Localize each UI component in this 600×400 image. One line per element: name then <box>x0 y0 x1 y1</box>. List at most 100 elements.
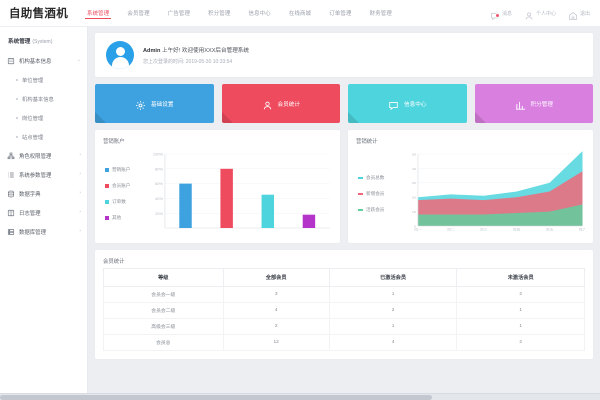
sidebar-subitem-0[interactable]: 单位管理 <box>0 70 87 89</box>
bar-ytick: 20% <box>155 212 164 216</box>
chevron-right-icon: › <box>79 209 81 215</box>
corner-decoration <box>221 112 233 123</box>
quick-tile-0[interactable]: 基础设置 <box>95 84 214 123</box>
legend-swatch <box>105 168 109 172</box>
welcome-card: Admin 上午好! 欢迎使用XXX后台管理系统 您上次登录的时间: 2019-… <box>95 33 593 77</box>
topnav-item-6[interactable]: 订单管理 <box>320 0 360 26</box>
sidebar-submenu: 单位管理 机构基本信息岗位管理站点管理 <box>0 70 87 146</box>
table-cell-0-0: 会员会一级 <box>103 286 224 303</box>
topnav-item-1[interactable]: 会员管理 <box>118 0 158 26</box>
topnav-item-label: 会员管理 <box>127 11 150 17</box>
legend-label: 会员账户 <box>112 183 131 188</box>
bullet-icon <box>16 97 18 100</box>
bar-chart-title: 营销账户 <box>103 139 125 145</box>
bar-ytick: 40% <box>155 197 164 201</box>
table-col-3: 未激活会员 <box>456 268 585 287</box>
topnav-item-label: 系统管理 <box>87 11 110 17</box>
bar-legend-item-1[interactable]: 会员账户 <box>105 183 145 189</box>
main-content: Admin 上午好! 欢迎使用XXX后台管理系统 您上次登录的时间: 2019-… <box>88 27 600 393</box>
topright-item-0[interactable]: 消息 <box>484 8 518 21</box>
topnav-item-0[interactable]: 系统管理 <box>78 0 118 26</box>
bar-legend-item-0[interactable]: 营销账户 <box>105 167 145 173</box>
legend-swatch <box>358 209 363 211</box>
topnav-item-label: 广告管理 <box>167 11 191 17</box>
quick-tiles: 基础设置 会员统计 信息中心 积分管理 <box>95 84 593 123</box>
bar-legend-item-2[interactable]: 订单数 <box>105 199 145 205</box>
sidebar-item-label: 日志管理 <box>19 210 41 217</box>
quick-tile-2[interactable]: 信息中心 <box>348 84 467 123</box>
bar-legend-item-3[interactable]: 其他 <box>105 215 145 221</box>
members-table-title: 会员统计 <box>103 259 125 265</box>
area-legend-item-0[interactable]: 会员总数 <box>358 175 398 181</box>
user-icon <box>262 98 273 110</box>
scrollbar-thumb[interactable] <box>0 395 432 400</box>
sidebar-subitem-label: 岗位管理 <box>22 115 44 122</box>
legend-swatch <box>105 200 109 204</box>
area-xtick: 周三 <box>480 227 488 231</box>
sidebar-subitem-2[interactable]: 岗位管理 <box>0 108 87 127</box>
bar-0 <box>179 183 192 228</box>
table-cell-2-1: 2 <box>222 318 330 335</box>
sidebar-item-1[interactable]: 系统参数管理 › <box>0 165 87 184</box>
topnav-item-label: 订单管理 <box>329 11 352 17</box>
area-xtick: 周五 <box>546 227 554 231</box>
topnav-item-3[interactable]: 积分管理 <box>199 0 239 26</box>
topnav-item-5[interactable]: 在线商城 <box>280 0 320 26</box>
sidebar-item-0[interactable]: 角色权限管理 › <box>0 146 87 165</box>
table-col-0: 等级 <box>103 268 224 287</box>
topright-item-2[interactable]: 退出 <box>562 8 596 20</box>
area-chart-title: 营销统计 <box>356 139 378 145</box>
sidebar-item-label: 角色权限管理 <box>19 153 52 160</box>
bar-ytick: 80% <box>155 168 164 172</box>
area-ytick: 30 <box>412 182 416 186</box>
sidebar-title: 系统管理 (System) <box>0 33 87 51</box>
table-cell-2-2: 1 <box>328 318 458 335</box>
building-icon <box>7 57 15 65</box>
table-row: 会员总 12 4 2 <box>103 334 585 351</box>
legend-label: 活跃会员 <box>366 207 385 212</box>
bar-chart-legend: 营销账户会员账户订单数其他 <box>103 148 145 240</box>
legend-swatch <box>105 216 109 220</box>
sidebar-item-3[interactable]: 日志管理 › <box>0 203 87 222</box>
charts-row: 营销账户 营销账户 会员账户 订单数 其他 100% 80% 60% 40% 20% 营销统计… <box>95 130 593 243</box>
gear-icon <box>135 98 146 110</box>
horizontal-scrollbar[interactable] <box>0 393 600 400</box>
area-ytick: 20 <box>412 196 416 200</box>
sidebar-group-org[interactable]: 机构基本信息 ⌄ <box>0 51 87 70</box>
quick-tile-label: 基础设置 <box>151 101 174 108</box>
logout-icon <box>568 8 578 20</box>
quick-tile-label: 积分管理 <box>530 101 553 108</box>
topnav-item-7[interactable]: 财务管理 <box>361 0 401 26</box>
quick-tile-label: 会员统计 <box>277 101 300 108</box>
members-table: 等级 全部会员 已激活会员 未激活会员 会员会一级 3 1 2 会员会二级 4 2 1 高级会三级 2 1… <box>103 268 585 351</box>
sidebar-subitem-3[interactable]: 站点管理 <box>0 127 87 146</box>
sidebar-subitem-1[interactable]: 机构基本信息 <box>0 89 87 108</box>
sidebar-item-2[interactable]: 数据字典 › <box>0 184 87 203</box>
table-col-1: 全部会员 <box>222 268 330 287</box>
table-cell-3-2: 4 <box>328 334 458 351</box>
topnav-item-label: 在线商城 <box>288 11 312 17</box>
topright-item-1[interactable]: 个人中心 <box>518 8 562 20</box>
table-header-row: 等级 全部会员 已激活会员 未激活会员 <box>103 268 585 287</box>
quick-tile-label: 信息中心 <box>404 101 427 108</box>
quick-tile-1[interactable]: 会员统计 <box>221 84 340 123</box>
corner-decoration <box>474 112 486 123</box>
topnav-item-4[interactable]: 信息中心 <box>240 0 280 26</box>
area-xtick: 周二 <box>447 227 455 231</box>
area-legend-item-1[interactable]: 新增会员 <box>358 191 398 197</box>
topnav-item-2[interactable]: 广告管理 <box>159 0 199 26</box>
members-table-panel: 会员统计 等级 全部会员 已激活会员 未激活会员 会员会一级 3 1 2 会员会二级 4 2 1 高级… <box>95 250 593 359</box>
page-body: 系统管理 (System) 机构基本信息 ⌄ 单位管理 机构基本信息岗位管理站点管… <box>0 27 600 393</box>
sidebar-item-4[interactable]: 数据库管理 › <box>0 222 87 241</box>
legend-swatch <box>358 193 363 195</box>
table-cell-1-1: 4 <box>222 302 330 319</box>
sidebar-item-label: 数据字典 <box>19 191 41 198</box>
table-cell-3-0: 会员总 <box>103 334 224 351</box>
table-row: 会员会二级 4 2 1 <box>103 302 585 319</box>
quick-tile-3[interactable]: 积分管理 <box>474 84 593 123</box>
area-chart-legend: 会员总数新增会员活跃会员 <box>356 148 398 240</box>
area-legend-item-2[interactable]: 活跃会员 <box>358 207 398 213</box>
legend-label: 新增会员 <box>366 191 385 196</box>
table-cell-1-0: 会员会二级 <box>103 302 224 319</box>
topnav-item-label: 积分管理 <box>208 11 231 17</box>
